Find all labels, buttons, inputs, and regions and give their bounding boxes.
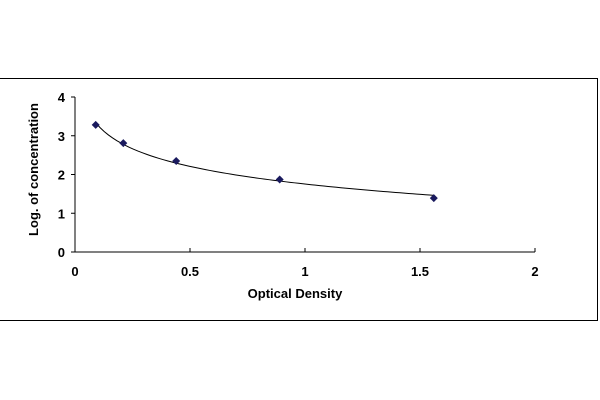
data-point bbox=[91, 120, 100, 129]
x-tick-label: 1.5 bbox=[411, 264, 429, 279]
data-point bbox=[275, 175, 284, 184]
axes bbox=[74, 97, 535, 253]
y-axis-title: Log. of concentration bbox=[26, 103, 41, 236]
fit-curve bbox=[95, 122, 434, 196]
data-point bbox=[429, 194, 438, 203]
x-tick-label: 2 bbox=[531, 264, 538, 279]
y-tick-label: 3 bbox=[58, 129, 65, 144]
x-tick-label: 0.5 bbox=[181, 264, 199, 279]
y-tick-label: 1 bbox=[58, 206, 65, 221]
y-tick-label: 0 bbox=[58, 245, 65, 260]
x-tick-label: 0 bbox=[71, 264, 78, 279]
x-ticks: 0 0.5 1 1.5 2 bbox=[71, 248, 539, 279]
y-tick-label: 2 bbox=[58, 168, 65, 183]
x-axis-title: Optical Density bbox=[248, 286, 343, 301]
x-tick-label: 1 bbox=[301, 264, 308, 279]
data-points bbox=[91, 120, 438, 203]
y-tick-label: 4 bbox=[58, 90, 66, 105]
chart-frame bbox=[0, 78, 598, 321]
y-ticks: 0 1 2 3 4 bbox=[58, 90, 75, 260]
data-point bbox=[119, 139, 128, 148]
data-point bbox=[172, 156, 181, 165]
